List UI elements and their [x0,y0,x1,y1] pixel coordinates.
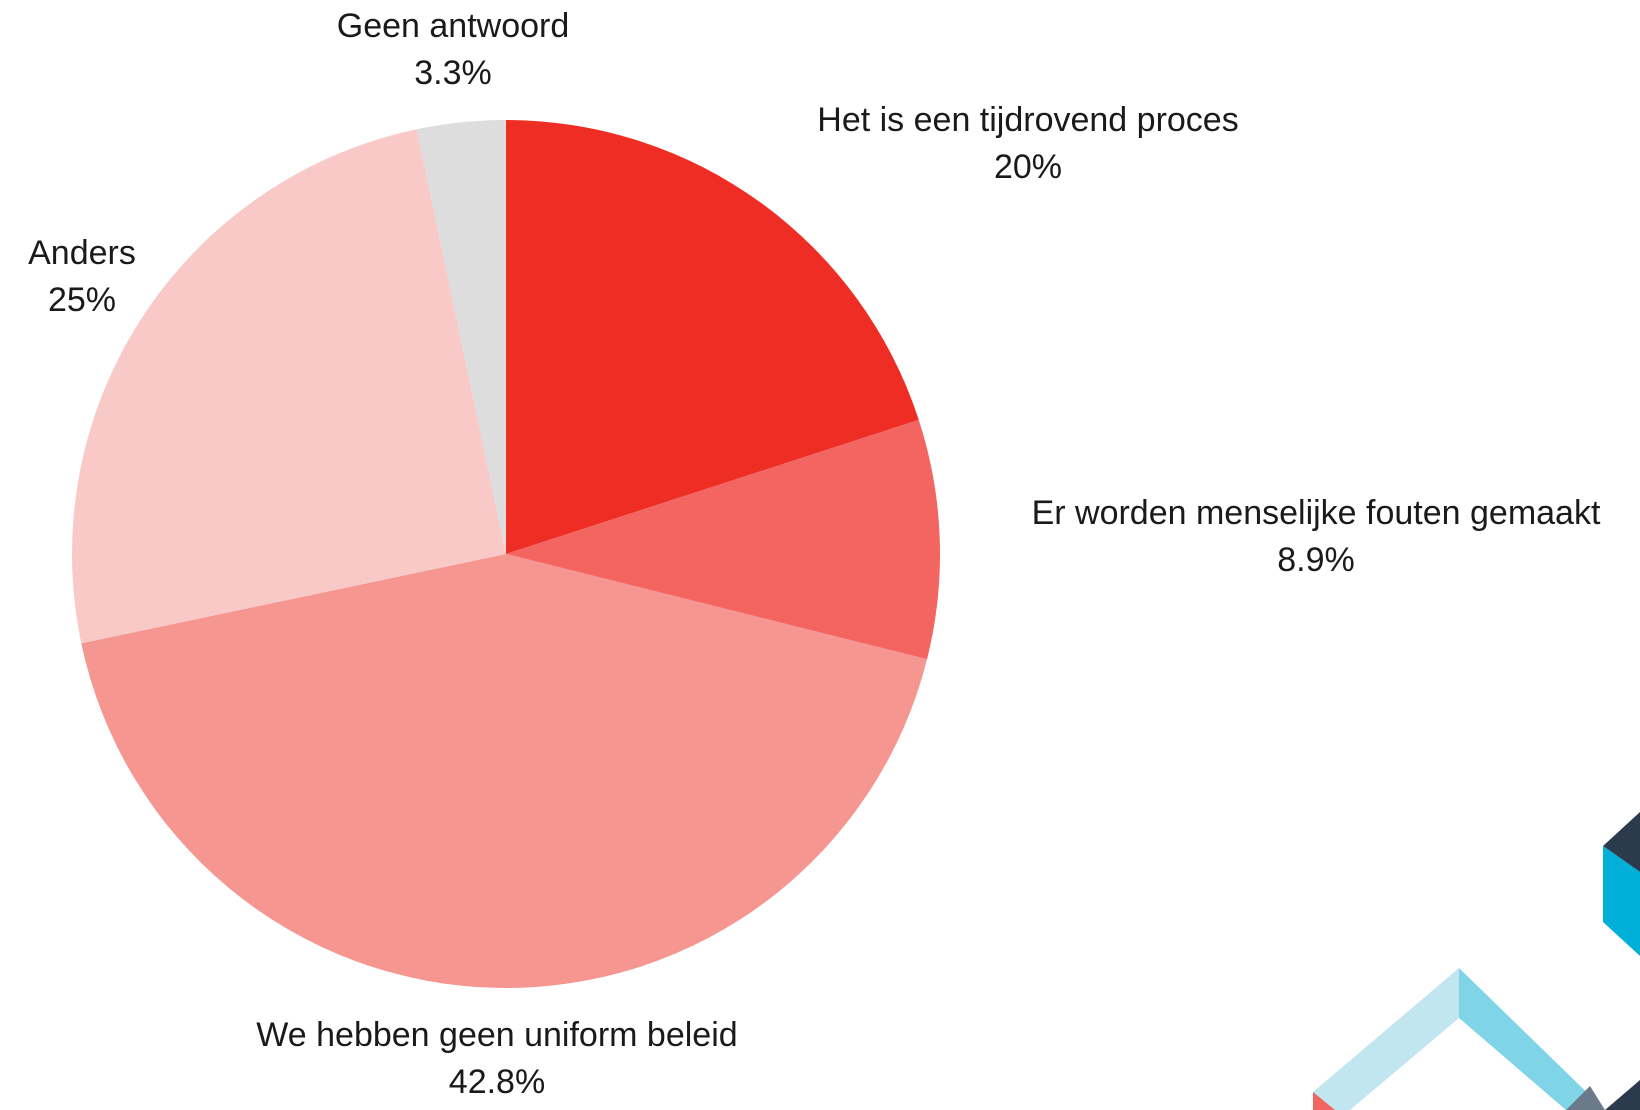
slice-label: Het is een tijdrovend proces [817,101,1238,139]
slice-label: Er worden menselijke fouten gemaakt [1032,494,1601,532]
slice-label: Anders [28,234,136,272]
pie [72,120,940,988]
decoration [1313,812,1640,1110]
decor-shape [1605,1080,1640,1110]
slice-value-label: 8.9% [1277,541,1355,579]
slice-label: Geen antwoord [337,7,570,45]
slice-label: We hebben geen uniform beleid [256,1016,737,1054]
slice-value-label: 42.8% [449,1063,545,1101]
decor-shape [1459,968,1605,1110]
slice-value-label: 25% [48,281,116,319]
chart: Het is een tijdrovend proces 20% Er worden… [0,0,1640,1110]
slice-value-label: 3.3% [414,54,492,92]
decor-shape [1313,968,1459,1110]
slice-value-label: 20% [994,148,1062,186]
